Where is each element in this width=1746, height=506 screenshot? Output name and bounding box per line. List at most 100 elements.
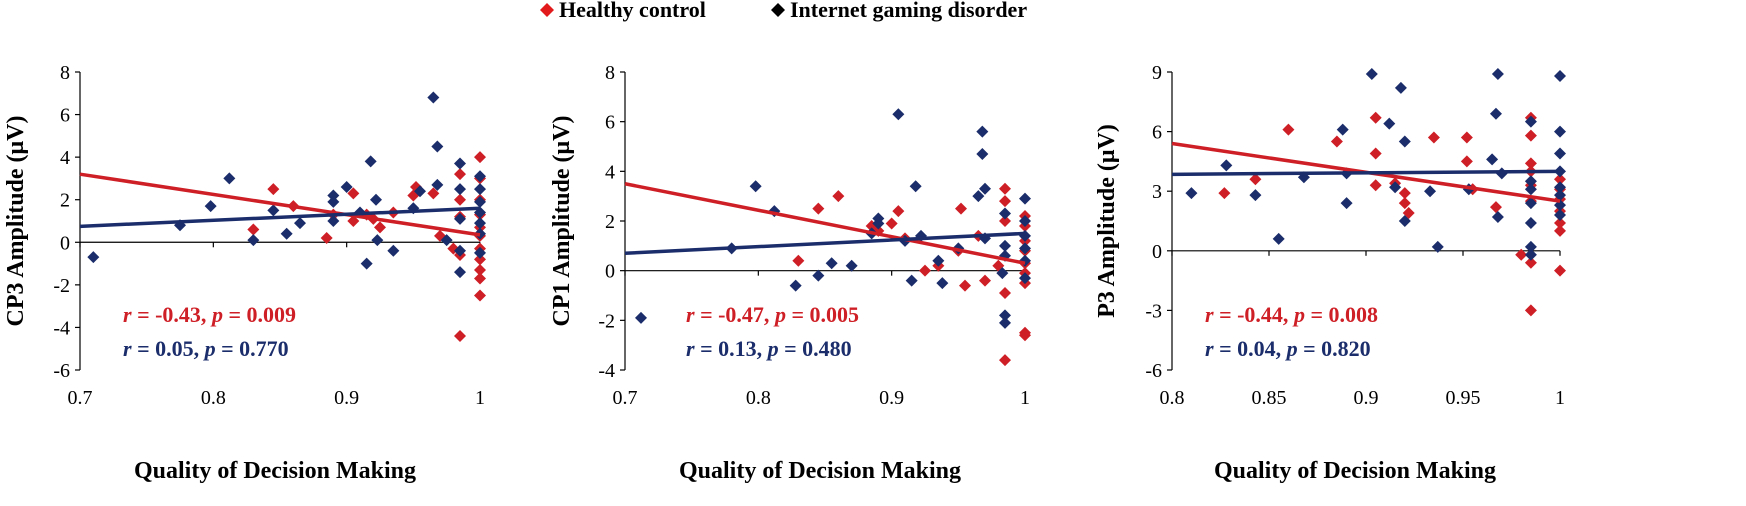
data-point-healthy-control xyxy=(919,264,931,277)
data-point-internet-gaming-disorder xyxy=(474,195,486,208)
data-point-healthy-control xyxy=(1489,201,1502,214)
y-tick-label: -6 xyxy=(53,360,70,382)
stat-r-value: = 0.05, xyxy=(132,336,205,361)
data-point-healthy-control xyxy=(1019,329,1031,342)
data-point-healthy-control xyxy=(454,168,466,181)
data-point-internet-gaming-disorder xyxy=(999,309,1011,322)
data-point-internet-gaming-disorder xyxy=(1431,240,1444,253)
stat-r-value: = -0.44, xyxy=(1214,302,1294,327)
trend-line-internet-gaming-disorder xyxy=(624,231,1026,256)
data-point-internet-gaming-disorder xyxy=(996,267,1009,280)
stat-p-symbol: p xyxy=(203,336,216,361)
y-tick-label: -6 xyxy=(1145,360,1162,382)
data-point-internet-gaming-disorder xyxy=(1524,240,1537,253)
y-axis-title: CP3 Amplitude (μV) xyxy=(3,116,29,327)
data-point-internet-gaming-disorder xyxy=(340,180,353,193)
data-point-internet-gaming-disorder xyxy=(1524,115,1537,128)
stat-r-symbol: r xyxy=(1205,302,1214,327)
legend: Healthy control Internet gaming disorder xyxy=(540,0,1027,22)
data-point-internet-gaming-disorder xyxy=(387,244,400,257)
x-tick-label: 0.7 xyxy=(613,387,638,409)
data-point-internet-gaming-disorder xyxy=(440,234,453,247)
stat-r-symbol: r xyxy=(123,302,132,327)
stat-healthy-control: r = -0.47, p = 0.005 xyxy=(686,302,859,327)
x-tick-label: 0.8 xyxy=(201,387,226,409)
data-point-internet-gaming-disorder xyxy=(1336,123,1349,136)
x-tick-label: 0.9 xyxy=(1354,387,1379,409)
stat-p-symbol: p xyxy=(210,302,223,327)
data-point-internet-gaming-disorder xyxy=(999,207,1011,220)
y-axis-title: P3 Amplitude (μV) xyxy=(1094,124,1120,318)
x-tick-label: 0.9 xyxy=(334,387,359,409)
data-point-healthy-control xyxy=(474,272,486,285)
data-point-healthy-control xyxy=(1369,111,1382,124)
data-point-internet-gaming-disorder xyxy=(267,204,280,217)
data-point-healthy-control xyxy=(959,279,971,292)
x-axis-title: Quality of Decision Making xyxy=(134,458,416,484)
data-point-internet-gaming-disorder xyxy=(1491,211,1504,224)
data-point-internet-gaming-disorder xyxy=(414,185,426,198)
stat-r-value: = 0.04, xyxy=(1214,336,1287,361)
y-tick-label: 6 xyxy=(605,112,615,134)
data-point-healthy-control xyxy=(1369,179,1382,192)
data-point-internet-gaming-disorder xyxy=(1383,117,1396,130)
data-point-internet-gaming-disorder xyxy=(1554,189,1566,202)
stat-internet-gaming-disorder: r = 0.05, p = 0.770 xyxy=(123,336,289,361)
data-point-internet-gaming-disorder xyxy=(370,193,382,206)
y-tick-label: -4 xyxy=(598,360,615,382)
y-axis-title: CP1 Amplitude (μV) xyxy=(549,116,575,327)
y-tick-label: 8 xyxy=(605,62,615,84)
y-tick-label: 0 xyxy=(60,232,70,254)
data-point-healthy-control xyxy=(812,202,825,215)
data-point-healthy-control xyxy=(885,217,898,230)
chart-panel-cp1: CP1 Amplitude (μV) Quality of Decision M… xyxy=(549,62,1031,484)
trend-line-healthy-control xyxy=(79,172,481,237)
trend-line-internet-gaming-disorder xyxy=(79,206,481,229)
data-point-healthy-control xyxy=(474,289,486,302)
y-tick-label: 0 xyxy=(605,261,615,283)
stat-p-symbol: p xyxy=(766,336,779,361)
data-point-internet-gaming-disorder xyxy=(1394,81,1407,94)
data-point-internet-gaming-disorder xyxy=(999,316,1011,329)
data-point-healthy-control xyxy=(1460,131,1473,144)
data-point-internet-gaming-disorder xyxy=(1398,135,1411,148)
data-point-healthy-control xyxy=(454,193,466,206)
y-tick-label: -3 xyxy=(1145,300,1162,322)
data-point-internet-gaming-disorder xyxy=(892,108,905,121)
data-point-internet-gaming-disorder xyxy=(1554,209,1566,222)
data-point-healthy-control xyxy=(1427,131,1440,144)
data-point-internet-gaming-disorder xyxy=(327,189,340,202)
data-point-internet-gaming-disorder xyxy=(1019,215,1031,227)
data-point-healthy-control xyxy=(999,215,1011,227)
data-point-internet-gaming-disorder xyxy=(1554,125,1566,138)
stat-internet-gaming-disorder: r = 0.04, p = 0.820 xyxy=(1205,336,1371,361)
stat-p-symbol: p xyxy=(773,302,786,327)
trend-line-internet-gaming-disorder xyxy=(1171,169,1561,177)
data-point-healthy-control xyxy=(320,232,333,245)
data-point-internet-gaming-disorder xyxy=(1554,147,1566,160)
data-point-healthy-control xyxy=(474,151,486,164)
y-tick-label: 3 xyxy=(1152,181,1162,203)
data-point-healthy-control xyxy=(832,190,845,203)
data-point-internet-gaming-disorder xyxy=(1389,181,1402,194)
data-point-healthy-control xyxy=(1398,197,1411,210)
data-point-internet-gaming-disorder xyxy=(1486,153,1499,166)
data-point-healthy-control xyxy=(427,187,440,200)
x-tick-label: 0.95 xyxy=(1446,387,1481,409)
data-point-healthy-control xyxy=(792,254,805,267)
data-point-internet-gaming-disorder xyxy=(999,239,1011,252)
data-point-internet-gaming-disorder xyxy=(905,274,918,287)
stat-healthy-control: r = -0.43, p = 0.009 xyxy=(123,302,296,327)
legend-marker-internet-gaming-disorder xyxy=(771,3,785,17)
data-point-internet-gaming-disorder xyxy=(223,172,236,185)
x-tick-label: 1 xyxy=(475,387,485,409)
stat-p-value: = 0.005 xyxy=(786,302,859,327)
x-tick-label: 0.7 xyxy=(68,387,93,409)
data-point-healthy-control xyxy=(1554,224,1566,237)
x-tick-label: 0.85 xyxy=(1252,387,1287,409)
data-point-healthy-control xyxy=(999,287,1011,300)
data-point-internet-gaming-disorder xyxy=(87,251,100,264)
stat-r-symbol: r xyxy=(123,336,132,361)
data-point-healthy-control xyxy=(347,215,360,227)
